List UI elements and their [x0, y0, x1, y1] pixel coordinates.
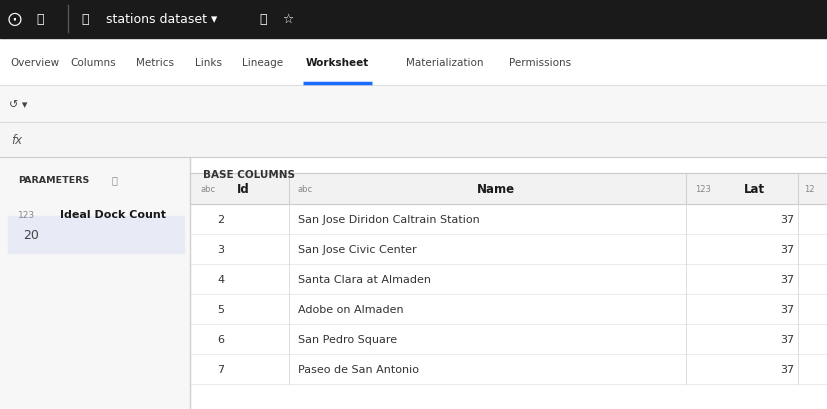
- Bar: [0, 0, 827, 39]
- Text: Adobe on Almaden: Adobe on Almaden: [298, 304, 404, 314]
- Bar: [0, 86, 827, 123]
- Text: 🗄: 🗄: [81, 13, 89, 26]
- Text: San Pedro Square: San Pedro Square: [298, 334, 397, 344]
- Text: abc: abc: [201, 185, 216, 193]
- Bar: [0, 123, 827, 157]
- Text: 5: 5: [218, 304, 224, 314]
- Text: 20: 20: [23, 229, 39, 242]
- Text: 37: 37: [780, 214, 794, 225]
- Text: 123: 123: [695, 185, 710, 193]
- Text: 2: 2: [218, 214, 225, 225]
- Text: 37: 37: [780, 304, 794, 314]
- Text: Lat: Lat: [744, 183, 766, 196]
- Text: 123: 123: [18, 210, 36, 219]
- Text: Lineage: Lineage: [242, 57, 284, 67]
- Text: 7: 7: [218, 364, 225, 374]
- Bar: [190, 324, 827, 354]
- Text: San Jose Civic Center: San Jose Civic Center: [298, 244, 416, 254]
- Text: Materialization: Materialization: [406, 57, 484, 67]
- Text: Id: Id: [237, 183, 250, 196]
- Text: ⓘ: ⓘ: [259, 13, 267, 26]
- Text: ↺ ▾: ↺ ▾: [9, 99, 27, 109]
- Text: San Jose Diridon Caltrain Station: San Jose Diridon Caltrain Station: [298, 214, 480, 225]
- Bar: [8, 217, 184, 254]
- Text: ☆: ☆: [282, 13, 294, 26]
- Bar: [190, 204, 827, 234]
- Text: 37: 37: [780, 274, 794, 284]
- Text: stations dataset ▾: stations dataset ▾: [106, 13, 217, 26]
- Bar: [190, 354, 827, 384]
- Text: 37: 37: [780, 244, 794, 254]
- Text: PARAMETERS: PARAMETERS: [18, 175, 89, 184]
- Text: 6: 6: [218, 334, 224, 344]
- Text: ⓘ: ⓘ: [112, 175, 117, 185]
- Text: 4: 4: [218, 274, 225, 284]
- Text: abc: abc: [298, 185, 313, 193]
- Text: Overview: Overview: [10, 57, 60, 67]
- Bar: [190, 174, 827, 204]
- Text: Links: Links: [195, 57, 222, 67]
- Text: Worksheet: Worksheet: [306, 57, 369, 67]
- Text: 37: 37: [780, 334, 794, 344]
- Text: Name: Name: [477, 183, 515, 196]
- Text: Paseo de San Antonio: Paseo de San Antonio: [298, 364, 418, 374]
- Text: Columns: Columns: [70, 57, 117, 67]
- Bar: [0, 39, 827, 86]
- Bar: [190, 157, 827, 409]
- Text: 3: 3: [218, 244, 224, 254]
- Bar: [190, 294, 827, 324]
- Bar: [190, 264, 827, 294]
- Text: BASE COLUMNS: BASE COLUMNS: [203, 170, 294, 180]
- Text: fx: fx: [11, 134, 22, 146]
- Text: Santa Clara at Almaden: Santa Clara at Almaden: [298, 274, 431, 284]
- Text: Permissions: Permissions: [509, 57, 571, 67]
- Text: 🔍: 🔍: [36, 13, 44, 26]
- Bar: [190, 234, 827, 264]
- Bar: [0, 157, 827, 409]
- Text: ⨀: ⨀: [8, 12, 22, 27]
- Text: 12: 12: [804, 185, 815, 193]
- Text: 37: 37: [780, 364, 794, 374]
- Text: Metrics: Metrics: [136, 57, 174, 67]
- Text: Ideal Dock Count: Ideal Dock Count: [60, 210, 165, 220]
